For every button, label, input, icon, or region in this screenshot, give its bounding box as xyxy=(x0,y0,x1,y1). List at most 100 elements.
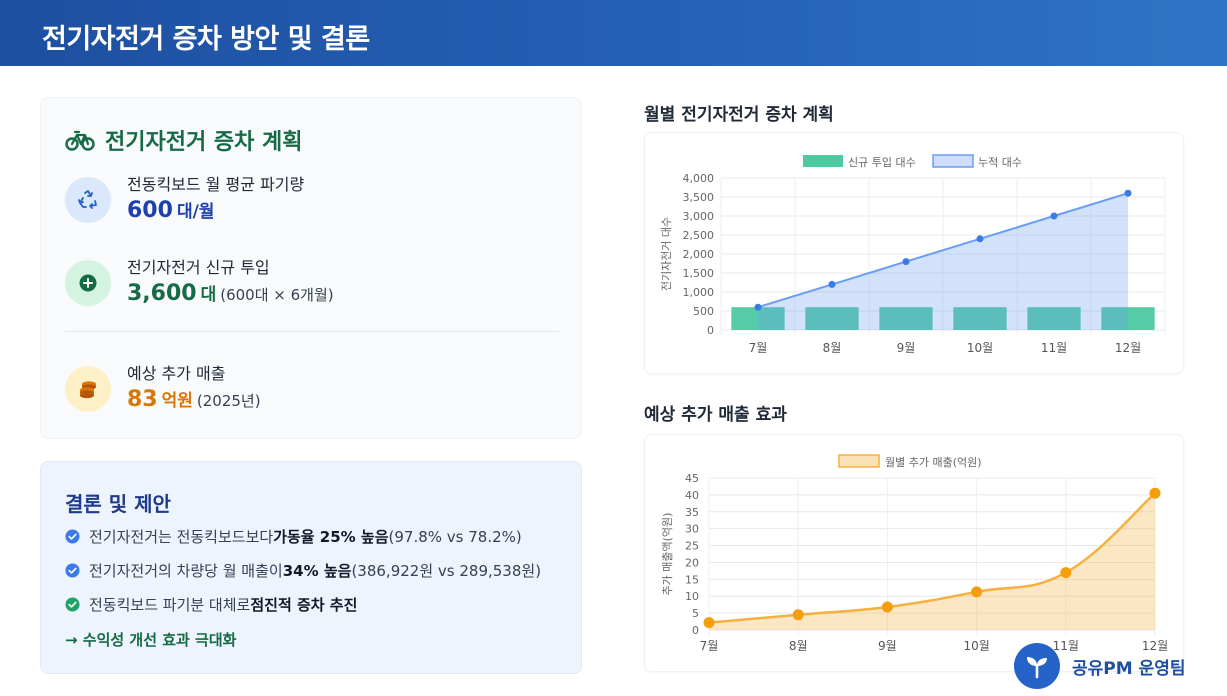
conclusion-text: 전동킥보드 파기분 대체로 xyxy=(89,596,251,614)
bar xyxy=(953,307,1007,330)
chart1-card: 0 500 1,000 1,500 2,000 2,500 3,000 3,500 4,000 전… xyxy=(644,132,1184,374)
chart2-title: 예상 추가 매출 효과 xyxy=(644,405,787,425)
data-point xyxy=(1050,212,1058,220)
conclusion-row: 전기자전거는 전동킥보드보다 가동율 25% 높음 (97.8% vs 78.2… xyxy=(65,526,522,547)
legend-label: 누적 대수 xyxy=(978,156,1022,169)
bar xyxy=(1027,307,1081,330)
y-tick-label: 2,500 xyxy=(683,229,715,242)
x-tick-label: 8월 xyxy=(823,341,842,355)
y-tick-label: 25 xyxy=(685,540,699,553)
plan-item-scrap: 전동킥보드 월 평균 파기량 600 대/월 xyxy=(65,171,565,231)
plan-item-label: 전동킥보드 월 평균 파기량 xyxy=(127,175,305,194)
bar xyxy=(879,307,933,330)
data-point xyxy=(976,235,984,243)
y-tick-label: 1,500 xyxy=(683,267,715,280)
plan-title-row: 전기자전거 증차 계획 xyxy=(65,125,302,155)
value-number: 3,600 xyxy=(127,281,197,306)
recycle-icon xyxy=(65,177,111,223)
value-number: 600 xyxy=(127,198,173,223)
plan-item-label: 전기자전거 신규 투입 xyxy=(127,258,270,277)
data-point xyxy=(703,617,715,629)
plan-item-value: 3,600 대 (600대 × 6개월) xyxy=(127,280,334,306)
y-tick-label: 5 xyxy=(692,607,699,620)
bar xyxy=(805,307,859,330)
y-tick-label: 15 xyxy=(685,573,699,586)
value-unit: 억원 xyxy=(161,391,193,411)
chart2-svg: 0 5 10 15 20 25 30 35 40 45 추가 매출액(억원) 7월 8월 9월 10월 11월… xyxy=(661,454,1168,653)
data-point xyxy=(754,303,762,311)
data-point xyxy=(1124,189,1132,197)
y-tick-label: 45 xyxy=(685,472,699,485)
x-tick-label: 7월 xyxy=(700,639,719,653)
y-tick-label: 3,000 xyxy=(683,210,715,223)
data-point xyxy=(971,586,983,598)
plan-item-value: 83 억원 (2025년) xyxy=(127,386,261,412)
data-point xyxy=(792,609,804,621)
y-tick-label: 3,500 xyxy=(683,191,715,204)
x-tick-label: 10월 xyxy=(963,639,989,653)
bicycle-icon xyxy=(65,130,95,151)
conclusion-arrow: → 수익성 개선 효과 극대화 xyxy=(65,631,237,649)
y-tick-label: 35 xyxy=(685,506,699,519)
conclusion-row: 전동킥보드 파기분 대체로 점진적 증차 추진 xyxy=(65,594,357,615)
conclusion-bold: 가동율 25% 높음 xyxy=(273,528,389,546)
conclusion-bold: 34% 높음 xyxy=(282,562,352,580)
check-circle-icon xyxy=(65,563,80,578)
value-number: 83 xyxy=(127,387,158,412)
y-tick-label: 0 xyxy=(707,324,714,337)
data-point xyxy=(902,258,910,266)
divider xyxy=(65,331,559,332)
bar xyxy=(731,307,785,330)
value-note: (600대 × 6개월) xyxy=(220,286,334,304)
check-circle-icon xyxy=(65,597,80,612)
legend-label: 월별 추가 매출(억원) xyxy=(885,456,982,469)
conclusion-detail: (97.8% vs 78.2%) xyxy=(388,527,522,546)
conclusion-card: 결론 및 제안 전기자전거는 전동킥보드보다 가동율 25% 높음 (97.8%… xyxy=(40,461,582,674)
y-tick-label: 20 xyxy=(685,556,699,569)
value-unit: 대 xyxy=(200,285,217,305)
x-tick-label: 7월 xyxy=(749,341,768,355)
y-axis-label: 전기자전거 대수 xyxy=(660,217,673,291)
y-axis-label: 추가 매출액(억원) xyxy=(661,513,674,596)
area-fill xyxy=(758,193,1128,330)
x-tick-label: 9월 xyxy=(897,341,916,355)
legend-label: 신규 투입 대수 xyxy=(848,156,916,169)
chart1-svg: 0 500 1,000 1,500 2,000 2,500 3,000 3,500 4,000 전… xyxy=(660,154,1166,355)
conclusion-text: 전기자전거는 전동킥보드보다 xyxy=(89,528,274,546)
x-tick-label: 12월 xyxy=(1142,639,1168,653)
legend-swatch xyxy=(932,154,974,168)
chart1-title: 월별 전기자전거 증차 계획 xyxy=(644,105,834,125)
x-tick-label: 8월 xyxy=(789,639,808,653)
coins-icon xyxy=(65,366,111,412)
bar xyxy=(1101,307,1155,330)
team-badge: 공유PM 운영팀 xyxy=(1014,642,1186,690)
data-point xyxy=(1149,487,1161,499)
plan-item-revenue: 예상 추가 매출 83 억원 (2025년) xyxy=(65,360,565,420)
sprout-icon xyxy=(1014,643,1060,689)
header-bar: 전기자전거 증차 방안 및 결론 xyxy=(0,0,1227,66)
conclusion-title: 결론 및 제안 xyxy=(65,492,171,516)
x-tick-label: 9월 xyxy=(878,639,897,653)
page-title: 전기자전거 증차 방안 및 결론 xyxy=(42,24,370,55)
plan-item-new: 전기자전거 신규 투입 3,600 대 (600대 × 6개월) xyxy=(65,254,565,314)
legend-swatch xyxy=(803,155,843,167)
chart2-card: 0 5 10 15 20 25 30 35 40 45 추가 매출액(억원) 7월 8월 9월 10월 11월… xyxy=(644,434,1184,672)
x-tick-label: 12월 xyxy=(1115,341,1141,355)
conclusion-text: 전기자전거의 차량당 월 매출이 xyxy=(89,562,283,580)
area-fill xyxy=(709,493,1155,630)
plan-item-label: 예상 추가 매출 xyxy=(127,364,226,383)
plan-item-value: 600 대/월 xyxy=(127,197,214,223)
plan-card: 전기자전거 증차 계획 전동킥보드 월 평균 파기량 600 대/월 전기자전거 … xyxy=(40,97,582,439)
y-tick-label: 40 xyxy=(685,489,699,502)
value-note: (2025년) xyxy=(196,392,261,410)
y-tick-label: 500 xyxy=(693,305,714,318)
x-tick-label: 11월 xyxy=(1041,341,1067,355)
y-tick-label: 2,000 xyxy=(683,248,715,261)
conclusion-bold: 점진적 증차 추진 xyxy=(250,596,358,614)
team-name: 공유PM 운영팀 xyxy=(1072,658,1186,679)
x-tick-label: 10월 xyxy=(967,341,993,355)
x-tick-label: 11월 xyxy=(1053,639,1079,653)
plan-title: 전기자전거 증차 계획 xyxy=(105,130,303,155)
conclusion-detail: (386,922원 vs 289,538원) xyxy=(351,562,542,580)
check-circle-icon xyxy=(65,529,80,544)
